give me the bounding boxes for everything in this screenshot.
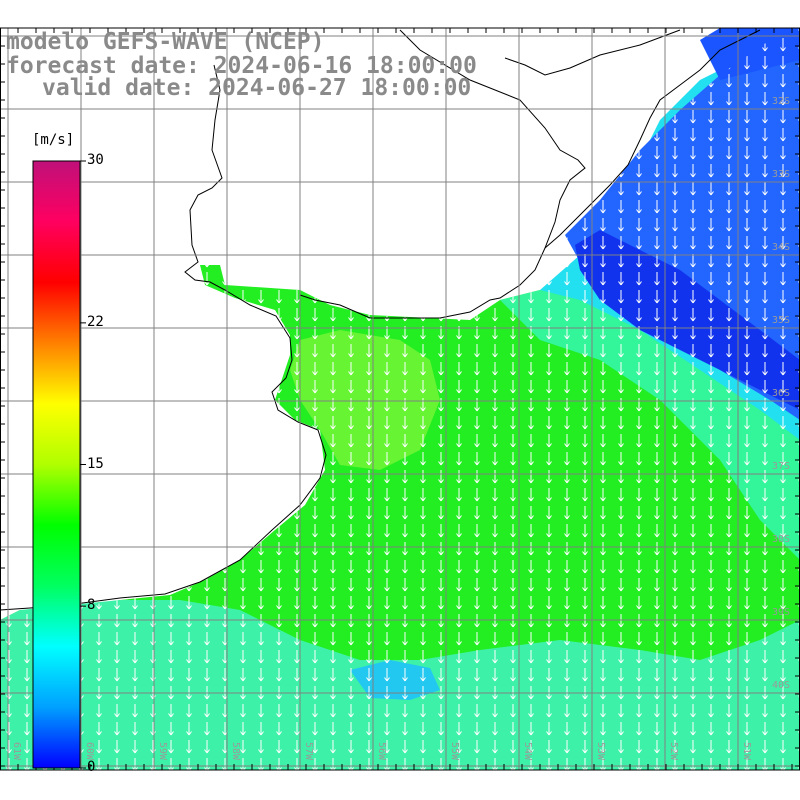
latitude-label: 37S — [772, 461, 790, 472]
graticule — [0, 27, 800, 771]
coastline-northeast — [544, 29, 761, 249]
colorbar-tick-label: 15 — [87, 455, 104, 472]
wind-arrows-overlay — [0, 28, 800, 770]
longitude-label: 59W — [157, 742, 168, 761]
colorbar-unit-label: [m/s] — [32, 132, 75, 148]
longitude-label: 54W — [522, 742, 533, 761]
latitude-label: 40S — [772, 680, 790, 691]
colorbar-tick-label: 0 — [87, 759, 96, 775]
border-line — [504, 29, 681, 76]
title-valid-date: valid date: 2024-06-27 18:00:00 — [42, 75, 472, 101]
coastline — [0, 64, 327, 611]
longitude-label: 58W — [230, 742, 241, 761]
longitude-label: 55W — [449, 742, 460, 761]
latitude-label: 35S — [772, 315, 790, 326]
longitude-label: 60W — [84, 742, 95, 761]
longitude-label: 53W — [595, 742, 606, 761]
colorbar-tick-label: 30 — [87, 152, 104, 168]
colorbar-tick-label: 22 — [87, 313, 104, 330]
latitude-label: 33S — [772, 169, 790, 180]
wind-field — [0, 28, 800, 770]
title-forecast-date: forecast date: 2024-06-16 18:00:00 — [6, 53, 477, 79]
longitude-label: 51W — [741, 742, 752, 761]
longitude-label: 52W — [668, 742, 679, 761]
colorbar-tick-marks — [80, 160, 86, 769]
longitude-label: 57W — [303, 742, 314, 761]
latitude-label: 39S — [772, 607, 790, 618]
longitude-label: 56W — [376, 742, 387, 761]
latitude-label: 32S — [772, 96, 790, 107]
colorbar-bar — [32, 160, 81, 769]
title-model: modelo GEFS-WAVE (NCEP) — [6, 29, 325, 55]
colorbar-tick-label: 8 — [87, 597, 96, 614]
latitude-label: 36S — [772, 388, 790, 399]
latitude-label: 34S — [772, 242, 790, 253]
longitude-label: 61W — [11, 742, 22, 761]
latitude-label: 38S — [772, 534, 790, 545]
latitude-labels: 32S 33S 34S 35S 36S 37S 38S 39S 40S — [772, 96, 790, 691]
longitude-labels: 61W 60W 59W 58W 57W 56W 55W 54W 53W 52W 51W — [11, 742, 752, 761]
